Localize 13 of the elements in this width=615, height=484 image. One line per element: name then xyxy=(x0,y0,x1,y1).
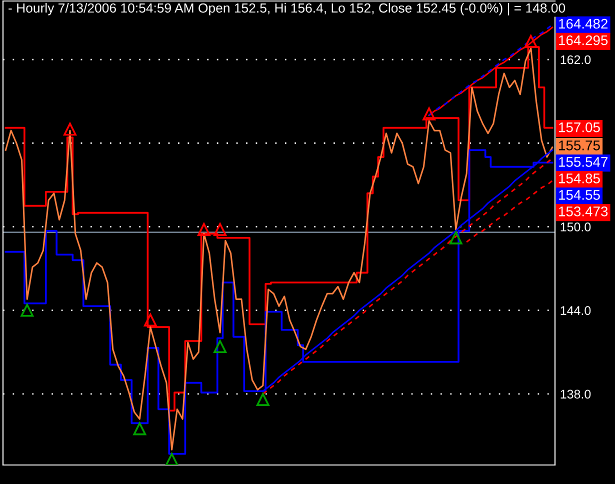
y-tick-label: 150.0 xyxy=(560,222,591,232)
y-tick-label: 138.0 xyxy=(560,390,591,399)
text: 155.75 xyxy=(559,140,600,150)
text: 157.05 xyxy=(559,122,600,132)
text: 154.55 xyxy=(559,190,600,200)
text: 164.482 xyxy=(559,18,608,29)
y-tick-label: 162.0 xyxy=(560,55,591,64)
chart-title: - Hourly 7/13/2006 10:54:59 AM Open 152.5, Hi 156.4, Lo 152, Close 152.45 (-0.0%) | = 148.00 xyxy=(8,3,566,16)
text: 153.473 xyxy=(559,206,608,216)
text: 155.547 xyxy=(559,157,608,167)
text: 164.295 xyxy=(559,35,608,46)
y-tick-label: 144.0 xyxy=(560,306,591,315)
text: 154.85 xyxy=(559,174,600,184)
